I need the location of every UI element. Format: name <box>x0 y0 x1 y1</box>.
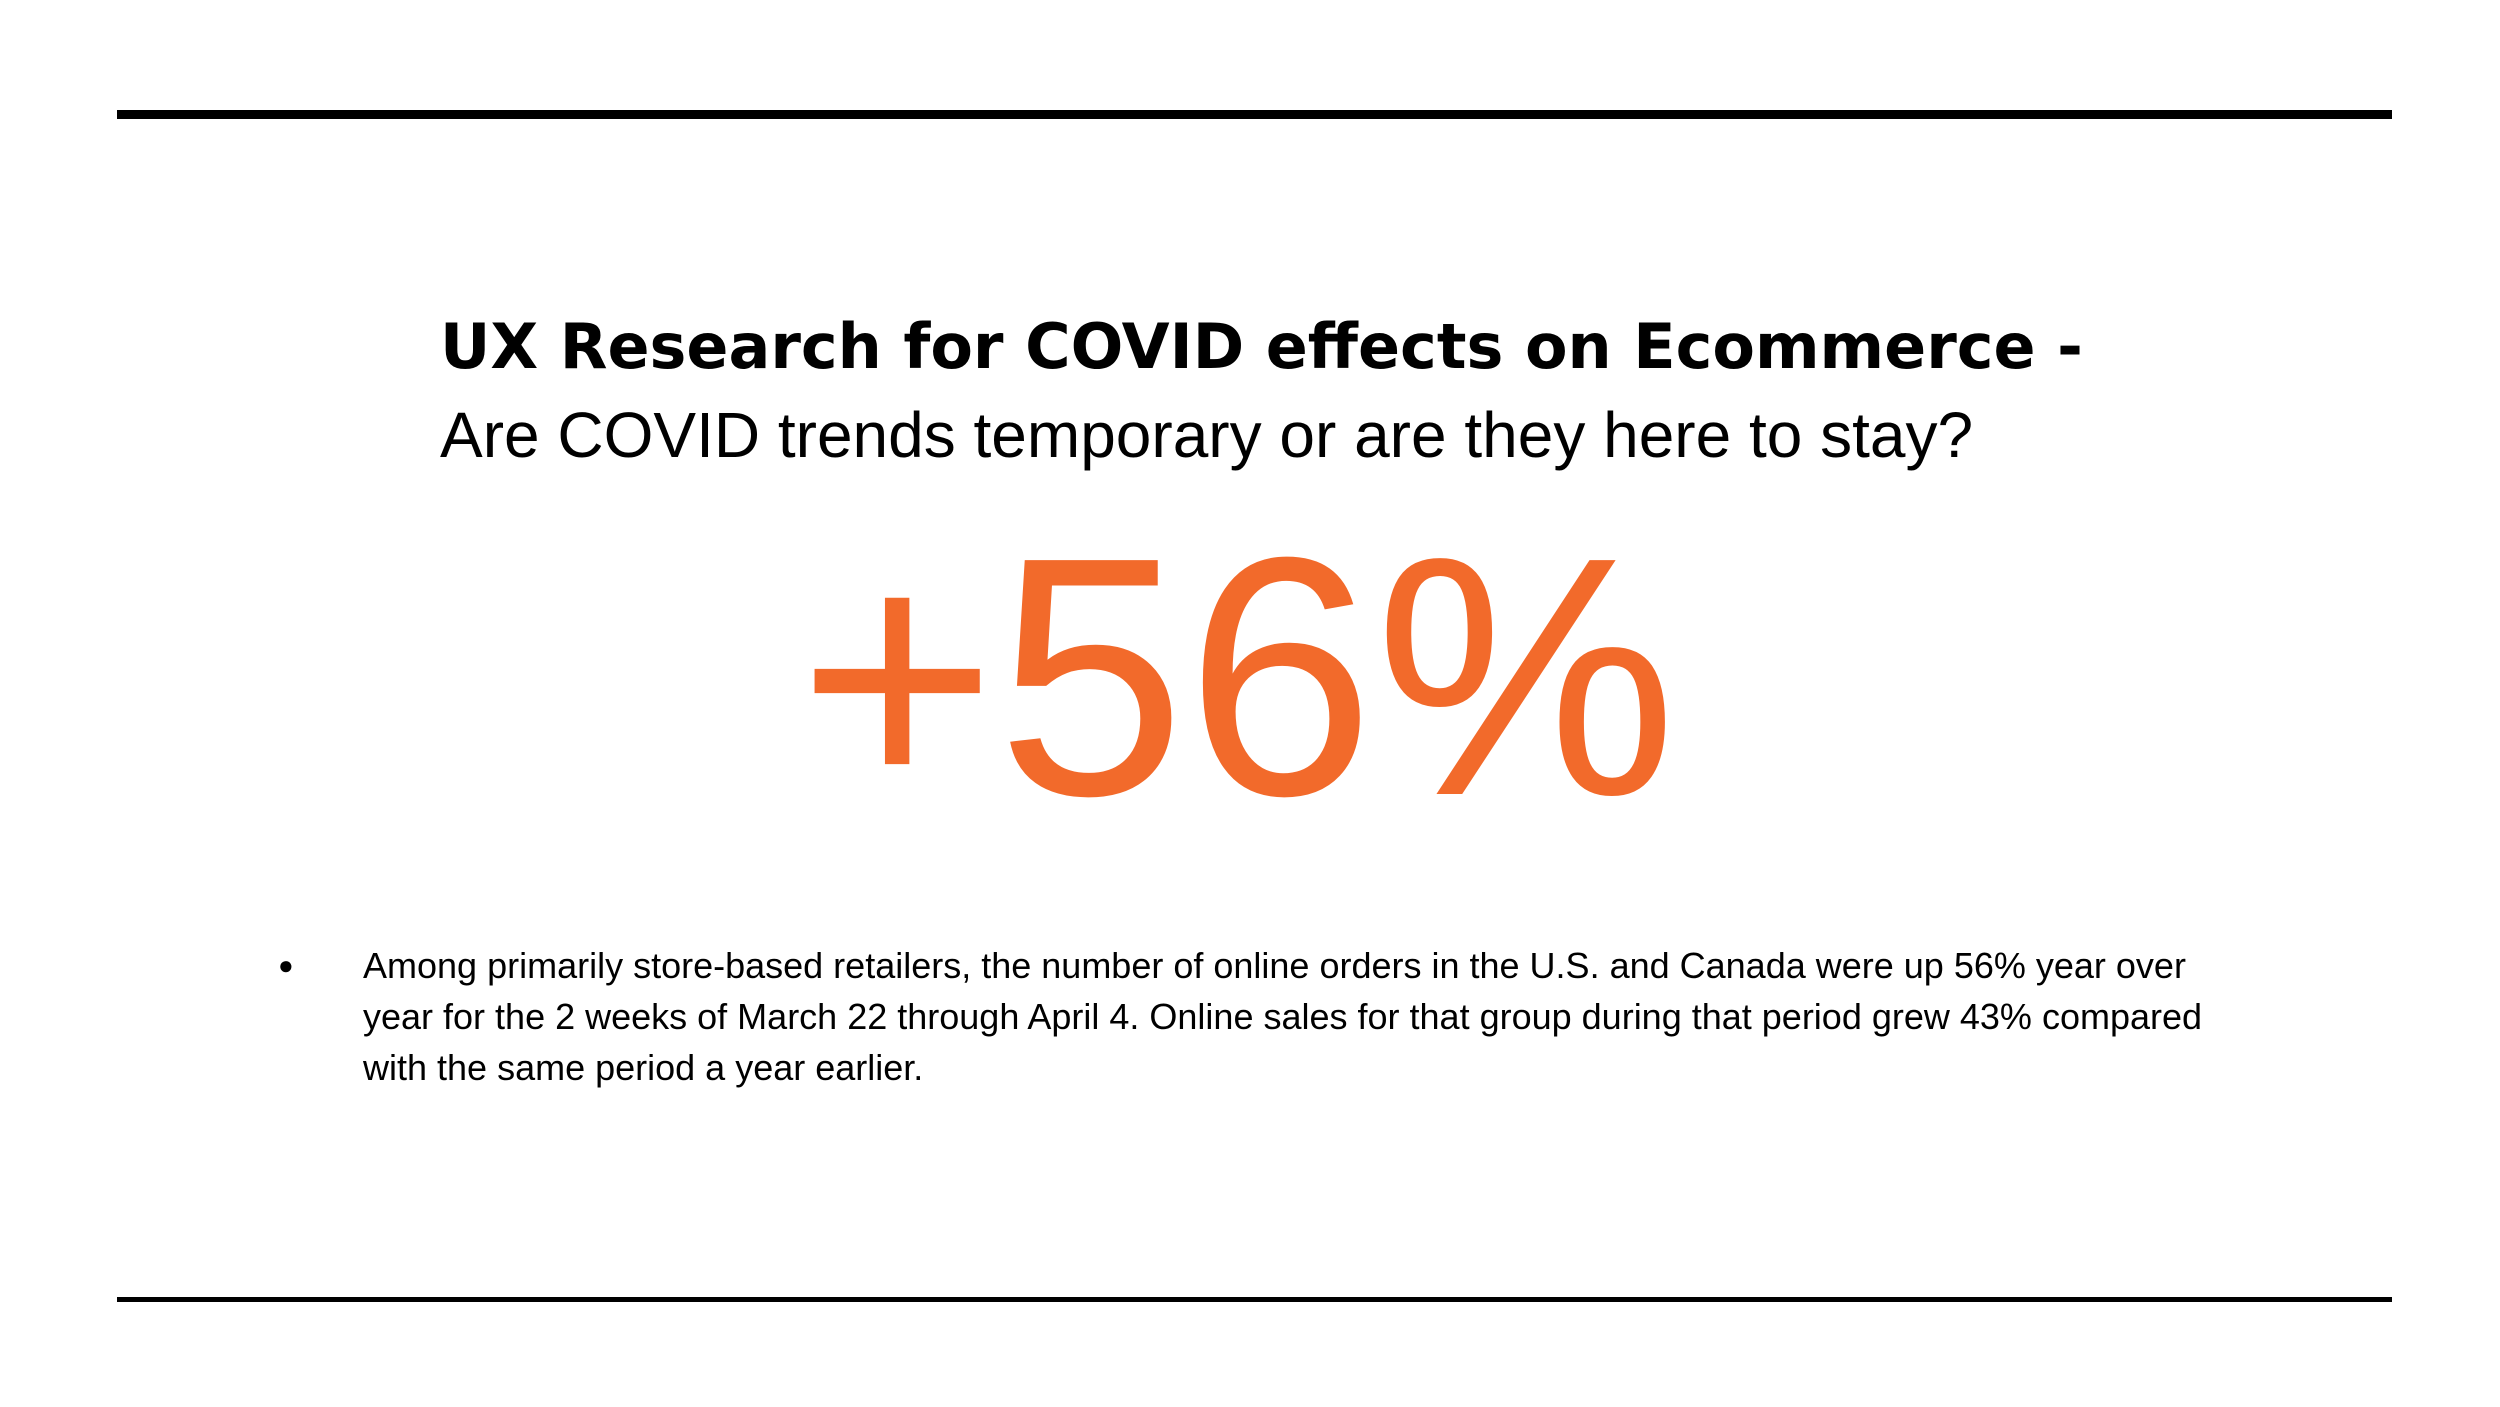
slide-subtitle: Are COVID trends temporary or are they h… <box>440 399 1974 471</box>
bullet-item: Among primarily store-based retailers, t… <box>278 940 2248 1093</box>
headline-stat: +56% <box>797 487 1678 867</box>
bottom-rule <box>117 1297 2392 1302</box>
bullet-list: Among primarily store-based retailers, t… <box>278 940 2248 1093</box>
top-rule <box>117 110 2392 119</box>
slide-title: UX Research for COVID effects on Ecommer… <box>440 310 2083 383</box>
